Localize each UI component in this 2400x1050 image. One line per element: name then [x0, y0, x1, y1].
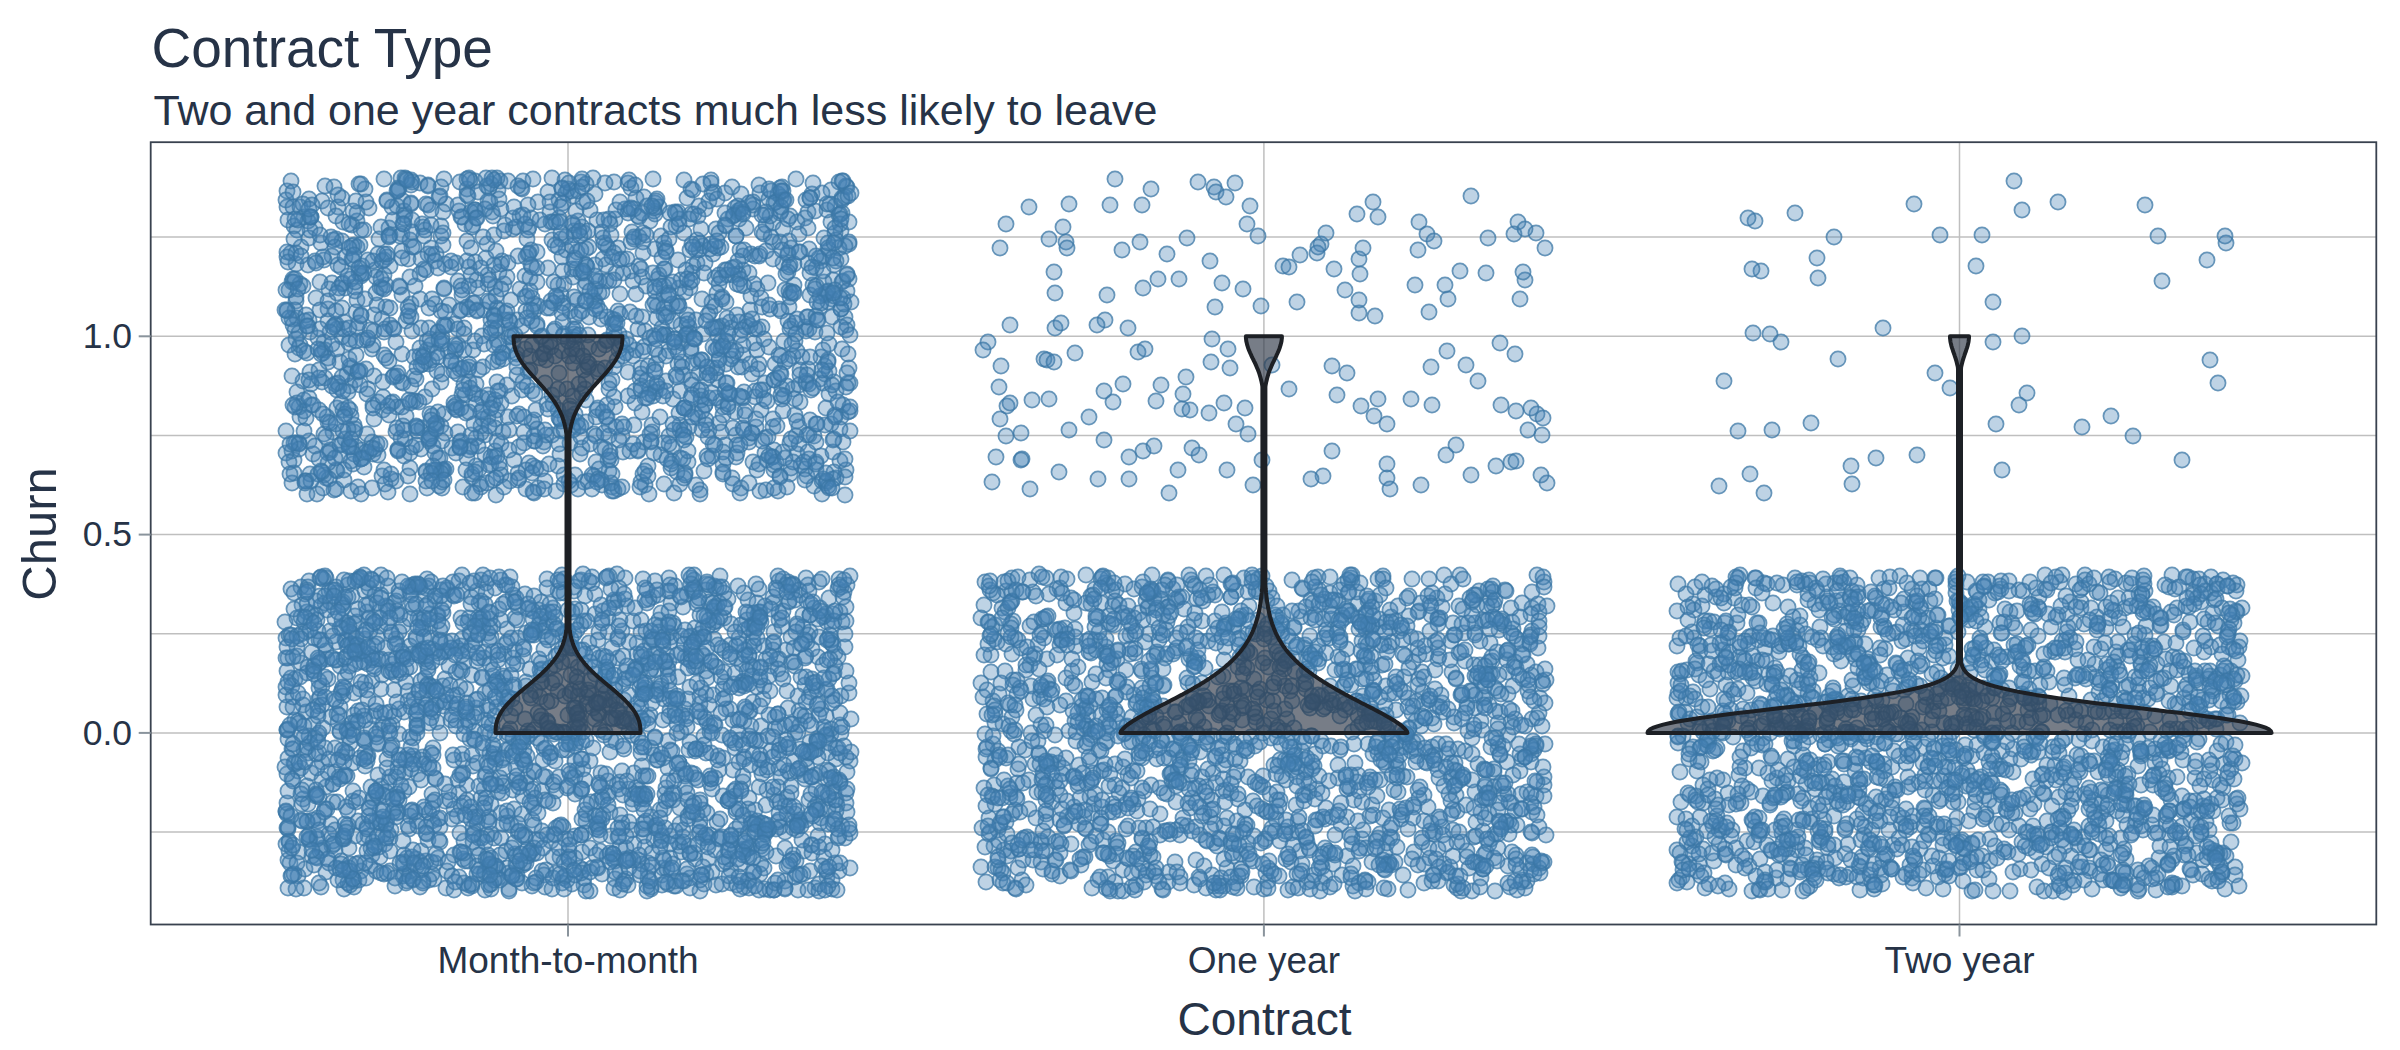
svg-text:Contract: Contract [1178, 993, 1352, 1045]
svg-text:One year: One year [1188, 940, 1340, 981]
svg-text:Two and one year contracts muc: Two and one year contracts much less lik… [154, 86, 1158, 134]
svg-text:Contract Type: Contract Type [152, 17, 493, 79]
svg-text:1.0: 1.0 [83, 316, 132, 356]
svg-text:0.0: 0.0 [83, 713, 132, 753]
svg-text:Month-to-month: Month-to-month [437, 940, 698, 981]
svg-text:Two year: Two year [1884, 940, 2034, 981]
svg-text:Churn: Churn [12, 467, 66, 600]
svg-text:0.5: 0.5 [83, 514, 132, 554]
